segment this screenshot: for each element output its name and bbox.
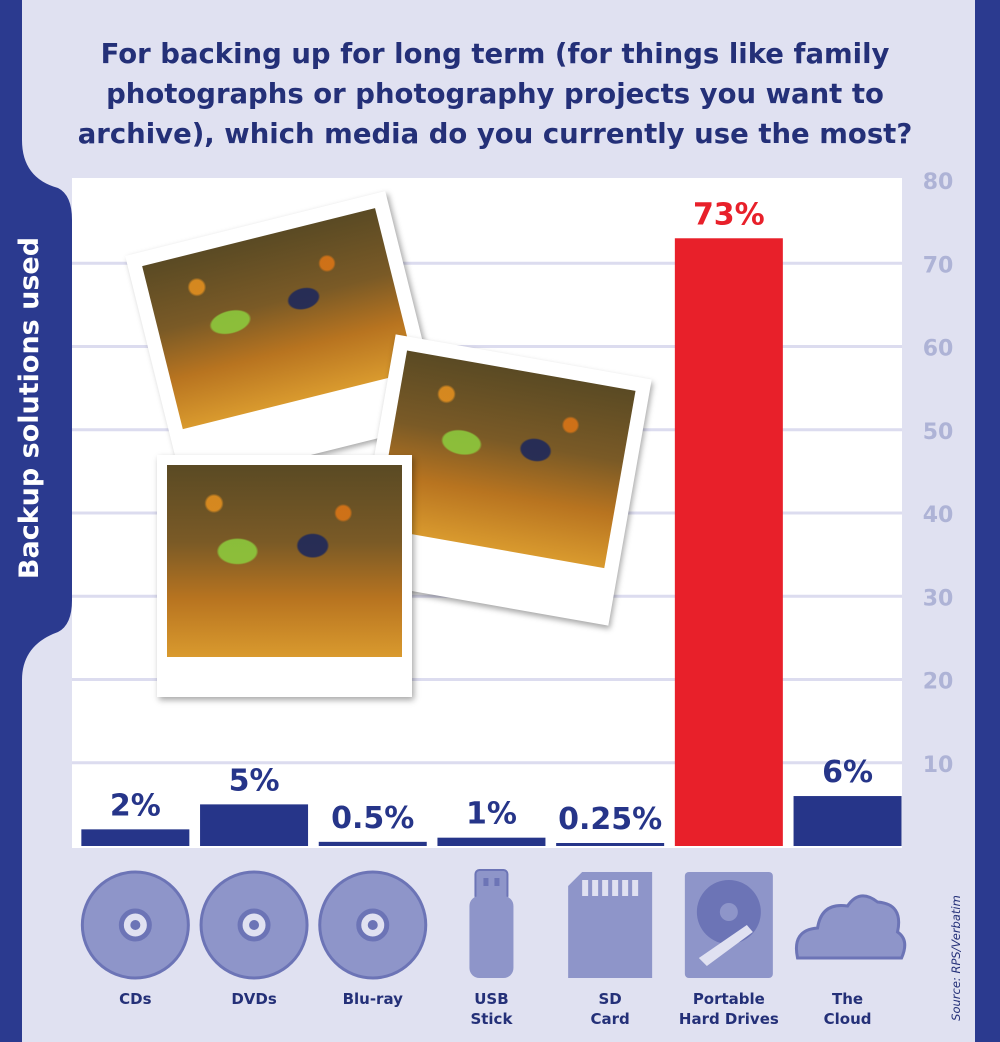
top-band	[22, 0, 975, 178]
category-label-line: DVDs	[231, 990, 277, 1008]
sd-card-icon	[568, 872, 653, 978]
chart-title: For backing up for long term (for things…	[77, 38, 913, 150]
category-label: Portable Hard Drives	[669, 989, 789, 1029]
category-label: Blu-ray	[313, 989, 433, 1009]
dvd-icon	[199, 870, 309, 980]
data-label: 73%	[693, 197, 765, 232]
category-label-line: CDs	[119, 990, 152, 1008]
source-note: Source: RPS/Verbatim	[949, 895, 963, 1021]
bar-blu-ray	[318, 841, 427, 846]
category-label-line: Stick	[470, 1010, 513, 1028]
category-label-line: The	[832, 990, 864, 1008]
hard-drive-icon	[684, 872, 773, 978]
cloud-icon	[795, 894, 907, 960]
category-label-line: Hard Drives	[678, 1010, 779, 1028]
bar-portable-hard-drives	[674, 238, 783, 846]
data-label: 0.25%	[558, 802, 662, 837]
category-label-line: SD	[598, 990, 622, 1008]
y-tick-label: 20	[923, 670, 954, 695]
y-tick-label: 40	[923, 503, 954, 528]
y-tick-label: 70	[923, 253, 954, 278]
y-tick-label: 50	[923, 420, 954, 445]
cd-icon	[80, 870, 190, 980]
y-tick-label: 30	[923, 586, 954, 611]
y-tick-label: 60	[923, 337, 954, 362]
y-tick-label: 80	[923, 170, 954, 195]
category-label: The Cloud	[788, 989, 908, 1029]
category-label: DVDs	[194, 989, 314, 1009]
category-label-line: Blu-ray	[342, 990, 403, 1008]
photo-image	[142, 208, 416, 430]
data-label: 1%	[466, 797, 517, 832]
bar-dvds	[200, 804, 309, 846]
bar-usb-stick	[437, 837, 546, 846]
data-label: 2%	[110, 788, 161, 823]
category-label: CDs	[75, 989, 195, 1009]
y-axis-label: Backup solutions used	[14, 236, 45, 580]
ylabel-tab	[0, 0, 72, 1042]
y-tick-label: 10	[923, 753, 954, 778]
category-label-line: Cloud	[823, 1010, 872, 1028]
blu-ray-icon	[318, 870, 428, 980]
bar-cds	[81, 829, 190, 846]
category-label-line: Portable	[692, 990, 765, 1008]
category-label: USB Stick	[431, 989, 551, 1029]
category-label: SD Card	[550, 989, 670, 1029]
photo-image	[375, 350, 636, 569]
photo-image	[167, 465, 402, 657]
category-label-line: USB	[474, 990, 509, 1008]
data-label: 5%	[229, 763, 280, 798]
data-label: 0.5%	[331, 801, 414, 836]
data-label: 6%	[822, 755, 873, 790]
photo-kids-throwing-leaves	[157, 455, 412, 697]
bar-the-cloud	[793, 796, 902, 846]
bar-sd-card	[556, 843, 665, 846]
category-label-line: Card	[590, 1010, 630, 1028]
usb-stick-icon	[469, 869, 514, 978]
